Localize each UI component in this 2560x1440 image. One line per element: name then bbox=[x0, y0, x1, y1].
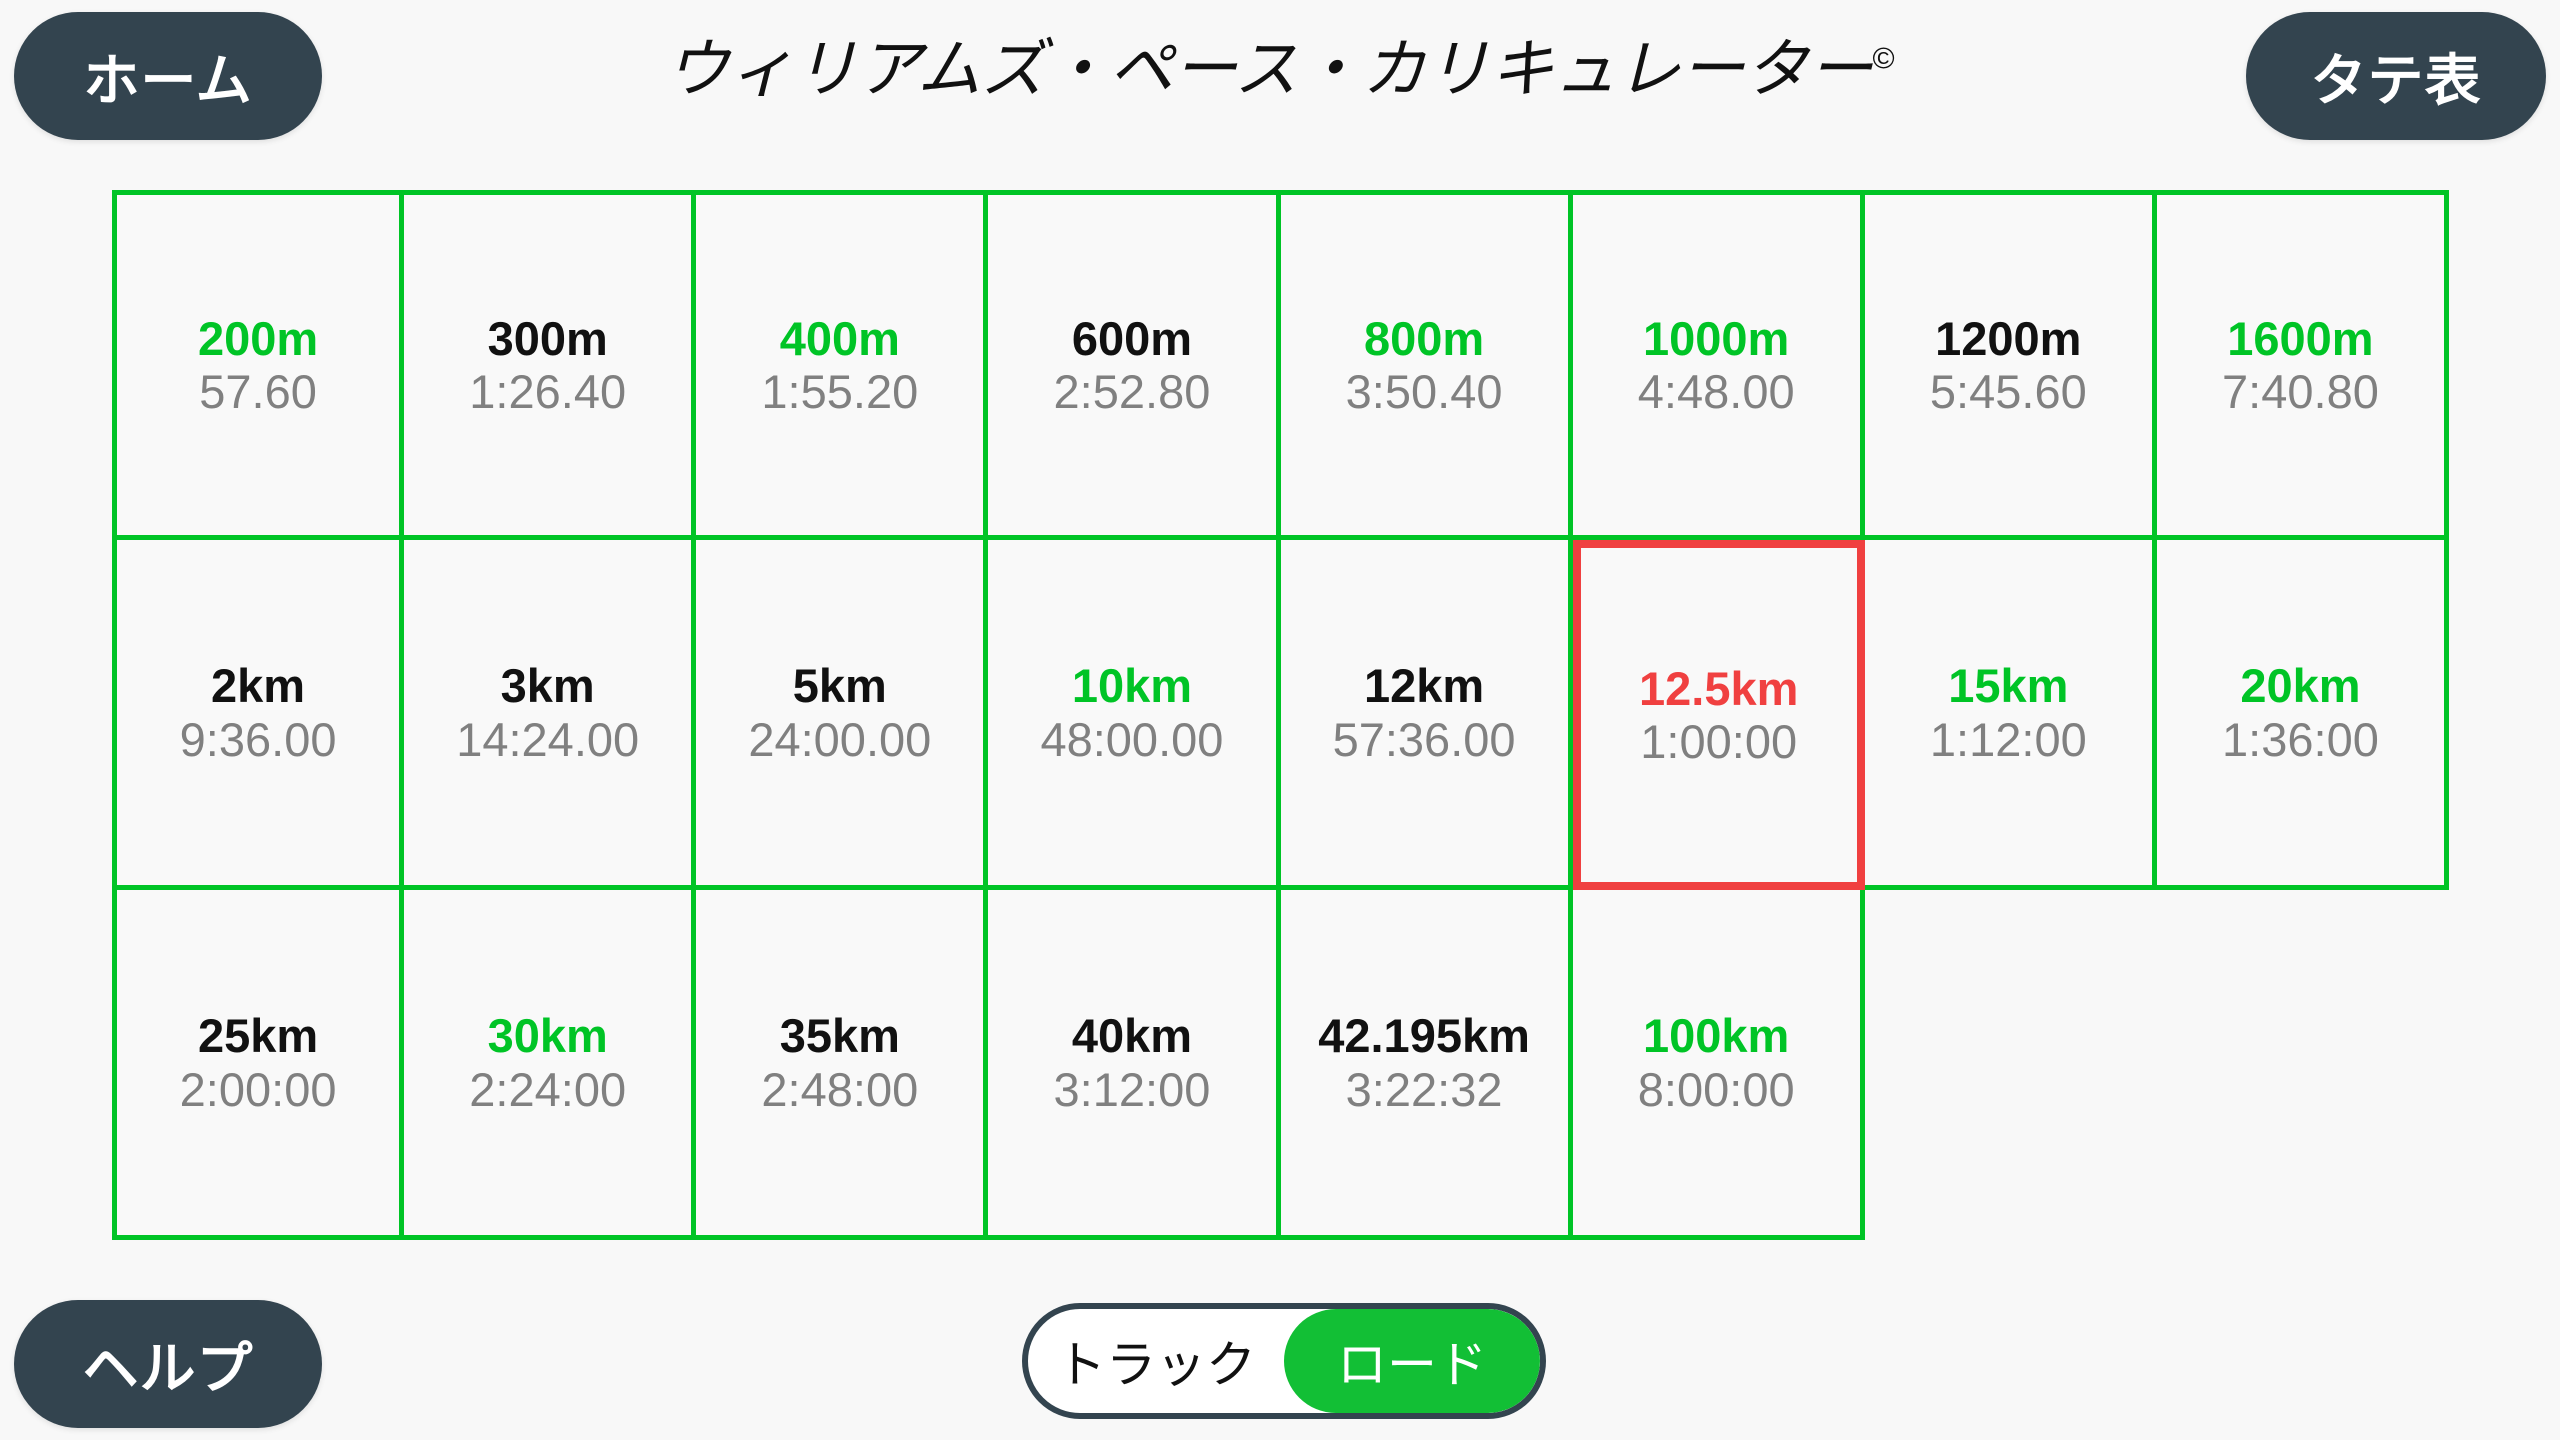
table-cell[interactable]: 10km 48:00.00 bbox=[988, 540, 1281, 890]
copyright-icon: © bbox=[1872, 42, 1895, 76]
time-value: 2:48:00 bbox=[761, 1062, 919, 1116]
table-cell[interactable]: 1200m 5:45.60 bbox=[1864, 190, 2157, 540]
help-button[interactable]: ヘルプ bbox=[14, 1300, 322, 1428]
table-cell[interactable]: 600m 2:52.80 bbox=[988, 190, 1281, 540]
table-cell[interactable]: 3km 14:24.00 bbox=[404, 540, 697, 890]
time-value: 2:52.80 bbox=[1053, 365, 1211, 418]
distance-label: 40km bbox=[1071, 1009, 1193, 1063]
distance-label: 200m bbox=[197, 311, 319, 365]
distance-label: 600m bbox=[1071, 311, 1193, 365]
surface-option-road[interactable]: ロード bbox=[1284, 1309, 1540, 1413]
distance-label: 30km bbox=[487, 1009, 608, 1063]
table-cell[interactable]: 300m 1:26.40 bbox=[404, 190, 697, 540]
table-cell[interactable]: 1000m 4:48.00 bbox=[1572, 190, 1865, 540]
surface-toggle[interactable]: トラック ロード bbox=[1022, 1303, 1546, 1419]
table-cell[interactable]: 1600m 7:40.80 bbox=[2156, 190, 2449, 540]
table-cell[interactable]: 5km 24:00.00 bbox=[696, 540, 989, 890]
table-cell[interactable]: 12km 57:36.00 bbox=[1280, 540, 1573, 890]
table-cell[interactable]: 400m 1:55.20 bbox=[696, 190, 989, 540]
app-header: ホーム ウィリアムズ・ペース・カリキュレーター© タテ表 bbox=[0, 0, 2560, 160]
vertical-table-button[interactable]: タテ表 bbox=[2246, 12, 2546, 140]
distance-label: 12.5km bbox=[1638, 661, 1799, 715]
distance-label: 400m bbox=[779, 311, 900, 365]
time-value: 1:12:00 bbox=[1929, 712, 2087, 766]
time-value: 57.60 bbox=[199, 365, 317, 418]
time-value: 8:00:00 bbox=[1637, 1062, 1795, 1116]
distance-label: 35km bbox=[779, 1009, 900, 1063]
time-value: 24:00.00 bbox=[748, 712, 932, 766]
distance-label: 12km bbox=[1363, 659, 1485, 713]
distance-label: 20km bbox=[2240, 659, 2361, 713]
time-value: 9:36.00 bbox=[179, 712, 337, 766]
table-cell[interactable]: 100km 8:00:00 bbox=[1572, 890, 1865, 1240]
distance-label: 25km bbox=[197, 1009, 319, 1063]
time-value: 1:36:00 bbox=[2222, 712, 2379, 766]
time-value: 2:00:00 bbox=[179, 1062, 337, 1116]
time-value: 14:24.00 bbox=[456, 712, 640, 766]
time-value: 1:26.40 bbox=[469, 365, 627, 418]
time-value: 5:45.60 bbox=[1929, 365, 2087, 418]
table-cell-empty bbox=[2157, 890, 2449, 1240]
table-cell[interactable]: 20km 1:36:00 bbox=[2156, 540, 2449, 890]
distance-label: 5km bbox=[792, 659, 887, 713]
table-cell-empty bbox=[1865, 890, 2157, 1240]
time-value: 1:00:00 bbox=[1640, 715, 1798, 768]
distance-label: 1000m bbox=[1643, 311, 1790, 365]
time-value: 7:40.80 bbox=[2222, 365, 2379, 418]
time-value: 57:36.00 bbox=[1332, 712, 1516, 766]
distance-label: 15km bbox=[1948, 659, 2069, 713]
time-value: 2:24:00 bbox=[469, 1062, 627, 1116]
distance-label: 2km bbox=[211, 659, 306, 713]
page-title: ウィリアムズ・ペース・カリキュレーター© bbox=[0, 18, 2560, 110]
table-cell[interactable]: 42.195km 3:22:32 bbox=[1280, 890, 1573, 1240]
table-cell[interactable]: 200m 57.60 bbox=[112, 190, 405, 540]
home-button[interactable]: ホーム bbox=[14, 12, 322, 140]
distance-label: 100km bbox=[1643, 1009, 1790, 1063]
distance-label: 1200m bbox=[1935, 311, 2082, 365]
table-cell[interactable]: 800m 3:50.40 bbox=[1280, 190, 1573, 540]
distance-label: 42.195km bbox=[1318, 1009, 1530, 1063]
page-title-text: ウィリアムズ・ペース・カリキュレーター bbox=[665, 33, 1873, 105]
time-value: 3:50.40 bbox=[1345, 365, 1503, 418]
table-cell[interactable]: 40km 3:12:00 bbox=[988, 890, 1281, 1240]
table-cell[interactable]: 35km 2:48:00 bbox=[696, 890, 989, 1240]
distance-label: 3km bbox=[500, 659, 595, 713]
distance-label: 1600m bbox=[2227, 311, 2374, 365]
distance-label: 300m bbox=[487, 311, 608, 365]
time-value: 48:00.00 bbox=[1040, 712, 1224, 766]
table-cell-selected[interactable]: 12.5km 1:00:00 bbox=[1572, 540, 1865, 890]
time-value: 1:55.20 bbox=[761, 365, 919, 418]
table-cell[interactable]: 2km 9:36.00 bbox=[112, 540, 405, 890]
table-cell[interactable]: 15km 1:12:00 bbox=[1864, 540, 2157, 890]
surface-option-track[interactable]: トラック bbox=[1056, 1337, 1256, 1393]
pace-table: 200m 57.60 300m 1:26.40 400m 1:55.20 600m 2:52.… bbox=[112, 190, 2449, 1240]
table-cell[interactable]: 30km 2:24:00 bbox=[404, 890, 697, 1240]
time-value: 3:22:32 bbox=[1345, 1062, 1503, 1116]
time-value: 4:48.00 bbox=[1637, 365, 1795, 418]
table-cell[interactable]: 25km 2:00:00 bbox=[112, 890, 405, 1240]
distance-label: 800m bbox=[1363, 311, 1485, 365]
distance-label: 10km bbox=[1071, 659, 1193, 713]
time-value: 3:12:00 bbox=[1053, 1062, 1211, 1116]
